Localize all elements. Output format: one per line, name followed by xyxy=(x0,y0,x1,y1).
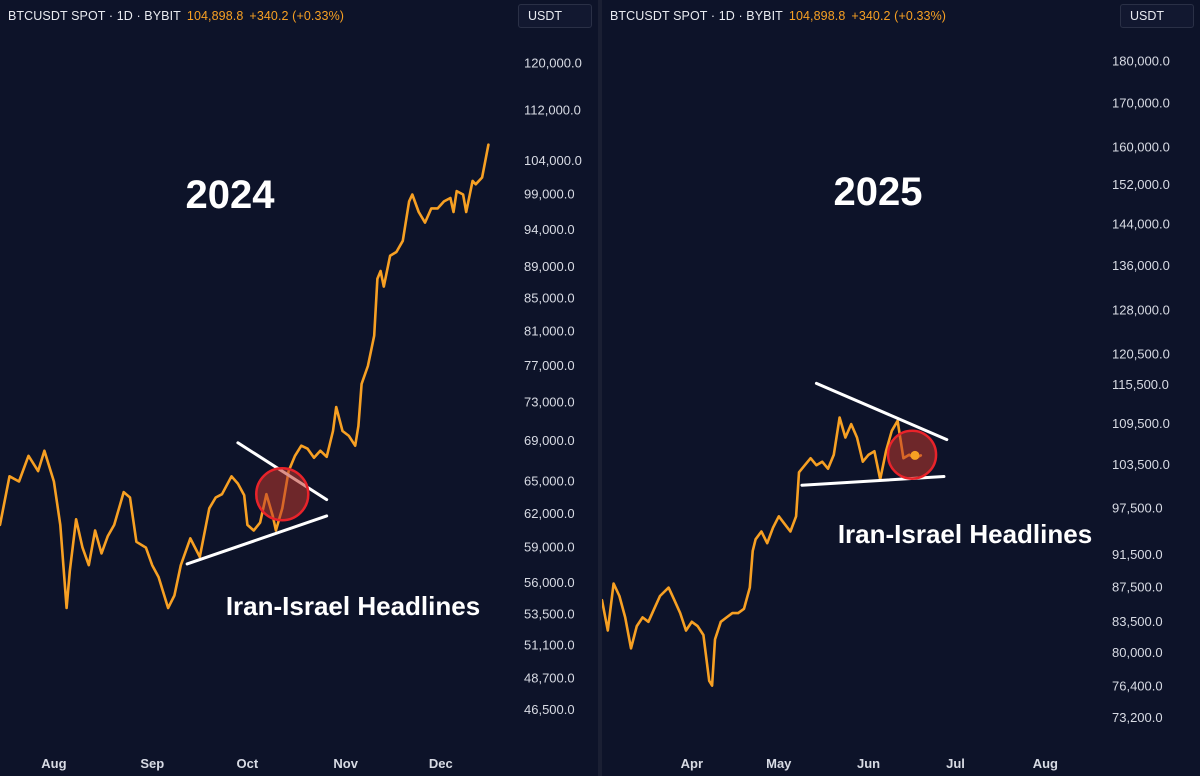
price-line xyxy=(602,416,923,687)
y-tick-label: 83,500.0 xyxy=(1112,614,1163,629)
y-tick-label: 136,000.0 xyxy=(1112,258,1170,273)
x-tick-label: Aug xyxy=(41,756,66,771)
y-tick-label: 89,000.0 xyxy=(524,259,575,274)
y-tick-label: 104,000.0 xyxy=(524,153,582,168)
y-tick-label: 109,500.0 xyxy=(1112,416,1170,431)
x-tick-label: Aug xyxy=(1033,756,1058,771)
x-tick-label: Dec xyxy=(429,756,453,771)
price-value: 104,898.8 xyxy=(186,9,244,23)
y-tick-label: 115,500.0 xyxy=(1112,377,1169,392)
panel-divider xyxy=(598,0,602,776)
annotation-label: Iran-Israel Headlines xyxy=(838,519,1092,549)
y-tick-label: 77,000.0 xyxy=(524,358,575,373)
y-tick-label: 152,000.0 xyxy=(1112,177,1170,192)
price-chart-2025[interactable]: 180,000.0 170,000.0 160,000.0 152,000.0 144,… xyxy=(602,0,1200,776)
price-chart-2024[interactable]: 120,000.0 112,000.0 104,000.0 99,000.0 94,00… xyxy=(0,0,598,776)
y-tick-label: 87,500.0 xyxy=(1112,580,1163,595)
y-tick-label: 91,500.0 xyxy=(1112,547,1163,562)
y-tick-label: 53,500.0 xyxy=(524,606,575,621)
symbol-label: BTCUSDT SPOT · 1D · BYBIT xyxy=(8,9,181,23)
upper-trend-line xyxy=(814,381,949,442)
y-tick-label: 103,500.0 xyxy=(1112,457,1170,472)
y-tick-label: 80,000.0 xyxy=(1112,645,1163,660)
year-title: 2024 xyxy=(186,173,276,217)
chart-panel-2024: BTCUSDT SPOT · 1D · BYBIT 104,898.8 +340.2… xyxy=(0,0,598,776)
price-change: +340.2 (+0.33%) xyxy=(851,9,947,23)
lower-trend-line xyxy=(185,514,329,566)
y-tick-label: 99,000.0 xyxy=(524,187,575,202)
last-price-dot xyxy=(910,450,920,460)
y-tick-label: 73,000.0 xyxy=(524,394,575,409)
y-tick-label: 48,700.0 xyxy=(524,670,575,685)
annotation-label: Iran-Israel Headlines xyxy=(226,591,480,621)
x-tick-label: Apr xyxy=(681,756,703,771)
x-tick-label: Jun xyxy=(857,756,880,771)
currency-button[interactable]: USDT xyxy=(1120,4,1194,28)
x-tick-label: Nov xyxy=(333,756,358,771)
symbol-header: BTCUSDT SPOT · 1D · BYBIT 104,898.8 +340.2… xyxy=(8,9,344,23)
y-tick-label: 94,000.0 xyxy=(524,222,575,237)
price-change: +340.2 (+0.33%) xyxy=(249,9,345,23)
symbol-label: BTCUSDT SPOT · 1D · BYBIT xyxy=(610,9,783,23)
headline-highlight-circle xyxy=(255,466,310,522)
chart-panel-2025: BTCUSDT SPOT · 1D · BYBIT 104,898.8 +340.2… xyxy=(602,0,1200,776)
y-tick-label: 144,000.0 xyxy=(1112,216,1170,231)
x-tick-label: Oct xyxy=(237,756,259,771)
y-tick-label: 120,000.0 xyxy=(524,55,582,70)
y-tick-label: 62,000.0 xyxy=(524,506,575,521)
y-tick-label: 81,000.0 xyxy=(524,323,575,338)
y-tick-label: 46,500.0 xyxy=(524,702,575,717)
y-tick-label: 97,500.0 xyxy=(1112,501,1163,516)
y-tick-label: 76,400.0 xyxy=(1112,679,1163,694)
y-tick-label: 120,500.0 xyxy=(1112,346,1170,361)
y-tick-label: 59,000.0 xyxy=(524,540,575,555)
y-tick-label: 69,000.0 xyxy=(524,433,575,448)
symbol-header: BTCUSDT SPOT · 1D · BYBIT 104,898.8 +340.2… xyxy=(610,9,946,23)
y-tick-label: 56,000.0 xyxy=(524,575,575,590)
y-tick-label: 65,000.0 xyxy=(524,474,575,489)
price-value: 104,898.8 xyxy=(788,9,846,23)
y-tick-label: 128,000.0 xyxy=(1112,302,1170,317)
year-title: 2025 xyxy=(834,170,923,214)
x-tick-label: May xyxy=(766,756,792,771)
y-tick-label: 112,000.0 xyxy=(524,102,581,117)
x-tick-label: Sep xyxy=(140,756,164,771)
y-tick-label: 51,100.0 xyxy=(524,638,575,653)
y-tick-label: 85,000.0 xyxy=(524,291,575,306)
currency-button[interactable]: USDT xyxy=(518,4,592,28)
y-tick-label: 73,200.0 xyxy=(1112,710,1163,725)
y-tick-label: 170,000.0 xyxy=(1112,95,1170,110)
x-tick-label: Jul xyxy=(946,756,965,771)
lower-trend-line xyxy=(800,475,946,487)
y-tick-label: 180,000.0 xyxy=(1112,54,1170,69)
y-tick-label: 160,000.0 xyxy=(1112,140,1170,155)
